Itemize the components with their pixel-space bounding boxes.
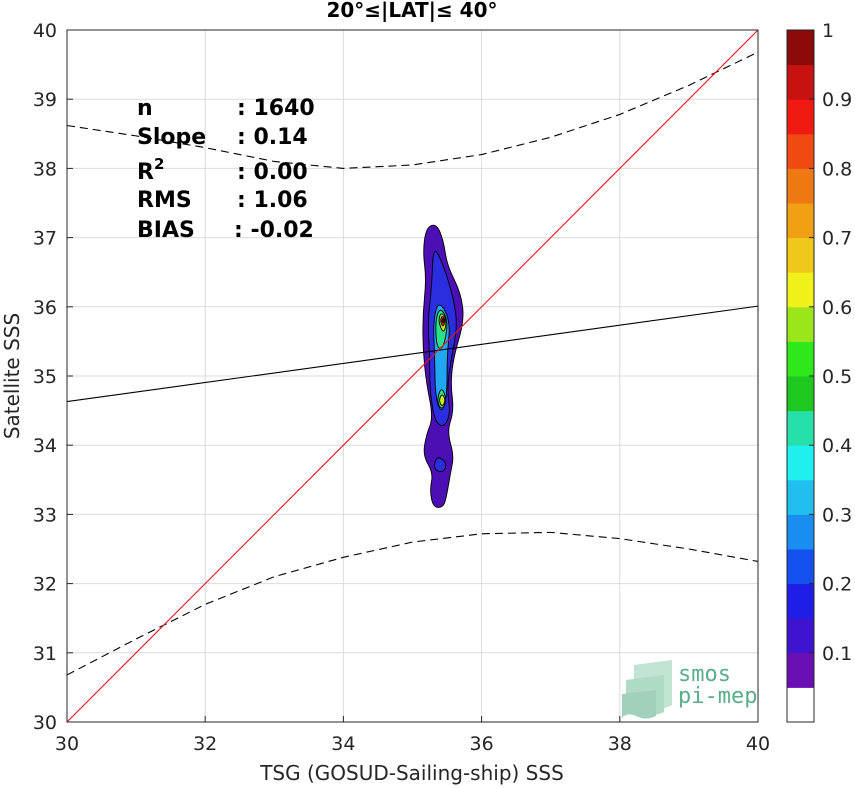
colorbar-segment: [787, 549, 814, 585]
stat-r2-sup: 2: [154, 155, 164, 173]
y-tick-label: 34: [33, 435, 57, 457]
colorbar-segment: [787, 618, 814, 654]
stats-box: n : 1640 Slope : 0.14 R2 : 0.00 RMS : 1.…: [137, 96, 315, 243]
regression-line: [66, 305, 759, 403]
stat-rms-value: : 1.06: [237, 188, 308, 213]
colorbar-tick-label: 0.4: [822, 435, 852, 457]
stat-n-value: : 1640: [237, 96, 315, 121]
y-tick-label: 35: [33, 366, 57, 388]
stat-bias-value: : -0.02: [234, 218, 314, 243]
identity-line: [66, 29, 759, 723]
smos-pi-mep-logo: smos pi-mep: [622, 660, 757, 719]
colorbar-segment: [787, 479, 814, 515]
lower-bound-line: [66, 531, 759, 676]
stat-bias-label: BIAS: [137, 218, 195, 243]
colorbar-segment: [787, 652, 814, 688]
stat-r2-base: R: [137, 160, 154, 185]
stat-slope-value: : 0.14: [237, 125, 308, 150]
x-tick-label: 40: [746, 733, 770, 755]
colorbar-tick-label: 0.9: [822, 89, 852, 111]
y-tick-label: 39: [33, 89, 57, 111]
colorbar-segment: [787, 203, 814, 239]
colorbar-segment: [787, 341, 814, 377]
colorbar-tick-label: 0.5: [822, 366, 852, 388]
colorbar-ticks: 0.1 0.2 0.3 0.4 0.5 0.6 0.7 0.8 0.9 1: [809, 20, 852, 665]
y-tick-label: 38: [33, 158, 57, 180]
x-tick-label: 36: [470, 733, 494, 755]
colorbar-segment: [787, 376, 814, 412]
x-tick-label: 38: [608, 733, 632, 755]
stat-r2-label: R2: [137, 155, 164, 185]
colorbar-segment: [787, 237, 814, 273]
colorbar-segment: [787, 64, 814, 100]
y-tick-label: 31: [33, 643, 57, 665]
y-tick-label: 32: [33, 574, 57, 596]
x-tick-label: 34: [331, 733, 355, 755]
density-contour: [441, 318, 445, 324]
logo-line2: pi-mep: [678, 684, 757, 709]
wave-stack-icon: [622, 660, 672, 719]
colorbar-segment: [787, 272, 814, 308]
colorbar-segment: [787, 687, 814, 723]
colorbar-segment: [787, 99, 814, 135]
density-contours: [422, 224, 464, 508]
colorbar-segment: [787, 445, 814, 481]
x-tick-label: 32: [193, 733, 217, 755]
colorbar-tick-label: 0.8: [822, 158, 852, 180]
stat-r2-value: : 0.00: [237, 160, 308, 185]
stat-slope-label: Slope: [137, 125, 206, 150]
x-axis-label: TSG (GOSUD-Sailing-ship) SSS: [259, 761, 564, 785]
colorbar-tick-label: 0.6: [822, 297, 852, 319]
colorbar-tick-label: 0.3: [822, 504, 852, 526]
colorbar-segment: [787, 133, 814, 169]
y-tick-label: 30: [33, 712, 57, 734]
y-tick-label: 37: [33, 228, 57, 250]
grid: [67, 30, 758, 722]
density-contour: [439, 394, 446, 406]
stat-n-label: n: [137, 96, 153, 121]
density-contour: [434, 457, 447, 473]
axis-ticks: 30 32 34 36 38 40 30 31 32 33 34 35 36 37 38 39 40: [33, 20, 770, 755]
logo-line1: smos: [678, 662, 731, 687]
y-axis-label: Satellite SSS: [0, 313, 24, 439]
colorbar-segment: [787, 410, 814, 446]
colorbar-segment: [787, 168, 814, 204]
colorbar-tick-label: 1: [822, 20, 834, 42]
fit-lines: [66, 29, 759, 723]
y-tick-label: 40: [33, 20, 57, 42]
colorbar-segment: [787, 30, 814, 66]
colorbar-tick-label: 0.2: [822, 574, 852, 596]
y-tick-label: 33: [33, 504, 57, 526]
colorbar-segment: [787, 514, 814, 550]
y-tick-label: 36: [33, 297, 57, 319]
upper-bound-line: [66, 51, 759, 169]
colorbar-tick-label: 0.7: [822, 228, 852, 250]
chart-title: 20°≤|LAT|≤ 40°: [326, 0, 497, 22]
colorbar-segment: [787, 583, 814, 619]
colorbar-tick-label: 0.1: [822, 643, 852, 665]
stat-rms-label: RMS: [137, 188, 192, 213]
x-tick-label: 30: [55, 733, 79, 755]
colorbar-segment: [787, 306, 814, 342]
colorbar: [787, 30, 814, 723]
